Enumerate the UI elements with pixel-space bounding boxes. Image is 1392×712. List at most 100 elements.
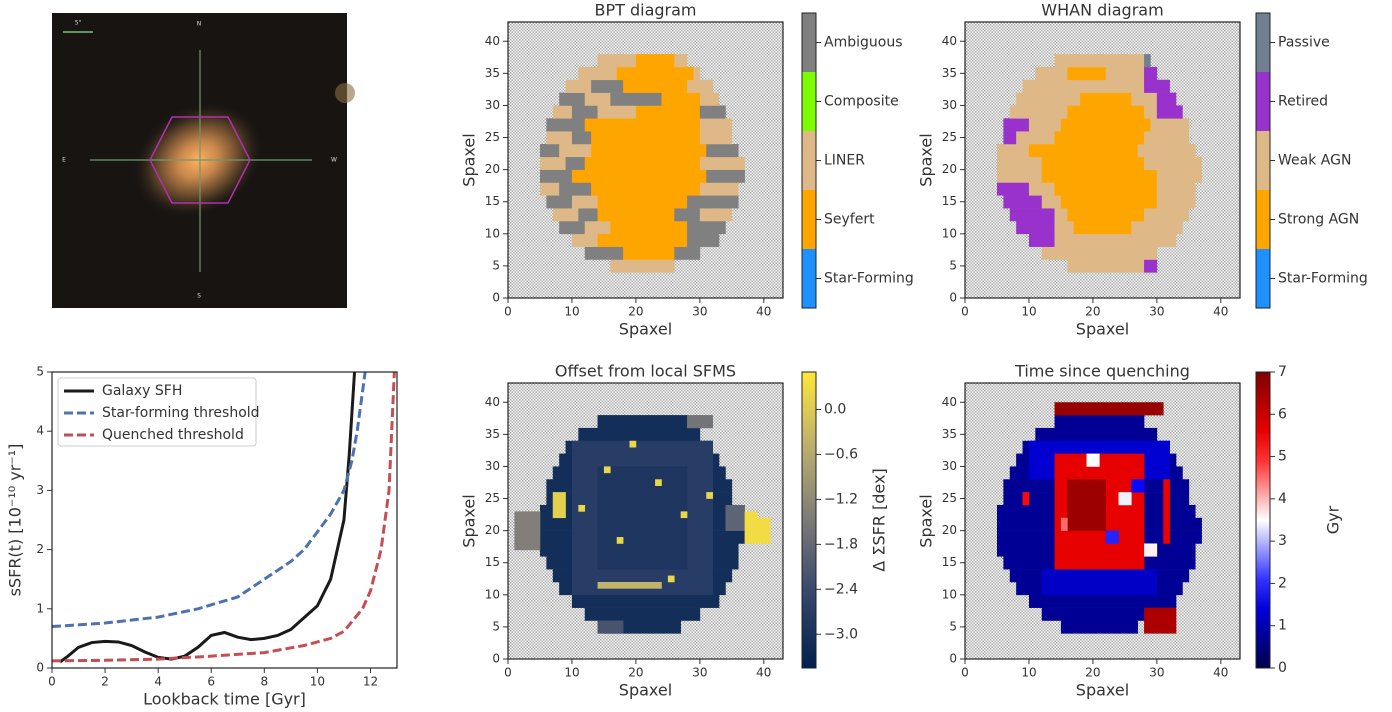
y-axis-label: sSFR(t) [10⁻¹⁰ yr⁻¹] — [6, 444, 25, 597]
spaxel — [584, 607, 701, 621]
colorbar-label: LINER — [824, 153, 865, 169]
y-tick-label: 10 — [942, 226, 957, 240]
spaxel — [1041, 246, 1158, 260]
y-tick-label: 5 — [492, 258, 500, 272]
colorbar-label: −3.0 — [824, 626, 858, 642]
spaxel — [1060, 620, 1138, 634]
spaxel — [1054, 233, 1177, 247]
spaxel — [584, 246, 624, 260]
spaxel — [1054, 208, 1068, 222]
spaxel — [1067, 66, 1106, 81]
colorbar-frame — [1255, 371, 1271, 669]
y-tick-label: 5 — [949, 619, 957, 633]
x-tick-label: 20 — [628, 666, 643, 680]
spaxel — [623, 79, 688, 93]
spaxel — [674, 246, 701, 260]
colorbar-title: Δ ΣSFR [dex] — [870, 468, 889, 571]
y-tick-label: 40 — [942, 34, 957, 48]
spaxel — [674, 54, 688, 68]
axes-frame — [507, 382, 784, 660]
spaxel — [1144, 259, 1158, 273]
spaxel — [559, 92, 586, 106]
spaxel — [1080, 92, 1132, 106]
colorbar-label: −2.4 — [824, 581, 858, 597]
spaxel — [725, 504, 745, 531]
x-tick-label: 0 — [961, 666, 969, 680]
colorbar-label: Weak AGN — [1278, 153, 1351, 169]
spaxel — [1035, 66, 1068, 81]
spaxel — [571, 233, 598, 247]
spaxel — [597, 620, 624, 634]
spaxel — [1022, 492, 1030, 506]
spaxel — [1144, 208, 1190, 222]
colorbar — [802, 372, 816, 668]
spaxel — [674, 208, 701, 222]
spaxel — [552, 105, 573, 119]
spaxel — [1144, 54, 1151, 68]
spaxel — [552, 492, 566, 519]
spaxel — [1144, 543, 1158, 557]
spaxel — [1054, 415, 1145, 429]
spaxel — [1131, 92, 1158, 106]
panel-title: Time since quenching — [1014, 362, 1190, 381]
spaxel — [603, 466, 611, 474]
spaxel — [571, 105, 598, 119]
spaxel — [1054, 54, 1145, 68]
x-tick-label: 10 — [564, 666, 579, 680]
colorbar-segment — [1256, 13, 1270, 72]
spaxel — [539, 156, 566, 170]
y-tick-label: 0 — [949, 652, 957, 666]
y-tick-label: 10 — [485, 587, 500, 601]
x-tick-label: 40 — [756, 305, 771, 319]
spaxel — [667, 575, 675, 583]
spaxel — [623, 246, 675, 260]
spaxel — [699, 131, 733, 145]
y-tick-label: 0 — [492, 652, 500, 666]
y-tick-label: 30 — [942, 459, 957, 473]
spaxel — [597, 208, 675, 222]
colorbar — [1256, 372, 1270, 668]
spaxel — [597, 105, 637, 119]
y-tick-label: 35 — [485, 66, 500, 80]
x-tick-label: 4 — [154, 675, 162, 689]
spaxel — [1028, 118, 1062, 132]
x-tick-label: 30 — [1149, 666, 1164, 680]
x-tick-label: 40 — [1213, 666, 1228, 680]
spaxel — [591, 131, 701, 145]
spaxel — [680, 511, 688, 519]
spaxel — [699, 182, 739, 196]
compass-s: S — [197, 293, 201, 300]
spaxel — [1067, 208, 1145, 222]
spaxel — [1054, 402, 1164, 416]
series-line — [52, 372, 396, 663]
spaxel — [616, 66, 694, 81]
colorbar-segment — [802, 72, 816, 131]
y-tick-label: 0 — [492, 291, 500, 305]
colorbar-label: 2 — [1278, 575, 1287, 591]
spaxel — [1156, 92, 1177, 106]
spaxel — [699, 156, 745, 170]
spaxel — [591, 143, 707, 158]
spaxel — [584, 118, 701, 132]
spaxel — [597, 581, 662, 589]
colorbar-label: Composite — [824, 94, 899, 110]
spaxel — [1054, 220, 1075, 235]
colorbar-segment — [802, 131, 816, 190]
spaxel — [1003, 131, 1017, 145]
spaxel — [578, 208, 598, 222]
spaxel — [1054, 182, 1158, 196]
spaxel — [1156, 169, 1202, 183]
y-tick-label: 25 — [485, 491, 500, 505]
spaxel — [1067, 259, 1145, 273]
spaxel — [706, 492, 713, 499]
spaxel — [591, 182, 701, 196]
spaxel — [565, 156, 586, 170]
colorbar-label: 7 — [1278, 364, 1287, 380]
scale-label: 5" — [75, 20, 82, 27]
panel-title: WHAN diagram — [1041, 1, 1163, 20]
spaxel — [687, 195, 739, 209]
y-tick-label: 30 — [485, 98, 500, 112]
colorbar-label: Seyfert — [824, 212, 875, 228]
axes-frame — [51, 371, 398, 669]
x-tick-label: 0 — [961, 305, 969, 319]
